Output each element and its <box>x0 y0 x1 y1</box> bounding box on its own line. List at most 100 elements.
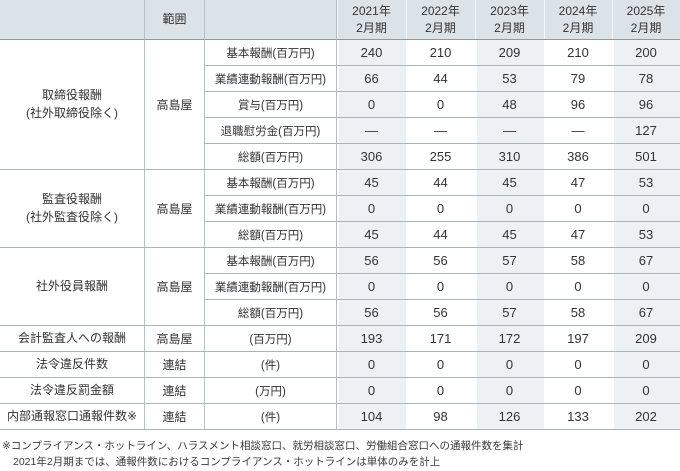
value-cell: 58 <box>544 248 612 274</box>
category-directors-compensation: 取締役報酬 (社外取締役除く) <box>0 40 145 170</box>
item-label: (万円) <box>205 378 337 404</box>
value-cell: 45 <box>475 222 544 248</box>
table-row: 業績連動報酬(百万円) 0 0 0 0 0 <box>0 274 680 300</box>
value-cell: 202 <box>612 404 680 430</box>
value-cell: 255 <box>406 144 475 170</box>
value-cell: 310 <box>475 144 544 170</box>
table-row: 法令違反件数 連結 (件) 0 0 0 0 0 <box>0 352 680 378</box>
scope-cell: 連結 <box>145 352 205 378</box>
value-cell: 67 <box>612 248 680 274</box>
item-label: 基本報酬(百万円) <box>205 248 337 274</box>
table-row: 総額(百万円) 56 56 57 58 67 <box>0 300 680 326</box>
table-row: 総額(百万円) 45 44 45 47 53 <box>0 222 680 248</box>
value-cell: 501 <box>612 144 680 170</box>
category-legal-violations-count: 法令違反件数 <box>0 352 145 378</box>
table-row: 退職慰労金(百万円) — — — — 127 <box>0 118 680 144</box>
category-legal-violation-fines: 法令違反罰金額 <box>0 378 145 404</box>
item-label: 基本報酬(百万円) <box>205 40 337 66</box>
value-cell: 0 <box>337 92 406 118</box>
header-year-2023: 2023年 2月期 <box>475 0 544 40</box>
footnote-line-2: 2021年2月期までは、通報件数におけるコンプライアンス・ホットラインは単体のみ… <box>13 456 441 469</box>
value-cell: 0 <box>406 378 475 404</box>
value-cell: 0 <box>612 378 680 404</box>
value-cell: 0 <box>475 378 544 404</box>
table-row: 内部通報窓口通報件数※ 連結 (件) 104 98 126 133 202 <box>0 404 680 430</box>
value-cell: 0 <box>337 378 406 404</box>
value-cell: 171 <box>406 326 475 352</box>
value-cell: 47 <box>544 222 612 248</box>
table-row: 取締役報酬 (社外取締役除く) 高島屋 基本報酬(百万円) 240 210 20… <box>0 40 680 170</box>
header-year-2021: 2021年 2月期 <box>337 0 406 40</box>
value-cell: 53 <box>475 66 544 92</box>
header-year-2022: 2022年 2月期 <box>406 0 475 40</box>
value-cell: 104 <box>337 404 406 430</box>
value-cell: 96 <box>544 92 612 118</box>
value-cell: 48 <box>475 92 544 118</box>
item-label: 賞与(百万円) <box>205 92 337 118</box>
table-row: 業績連動報酬(百万円) 66 44 53 79 78 <box>0 66 680 92</box>
category-outside-officers-compensation: 社外役員報酬 <box>0 248 145 326</box>
scope-cell: 連結 <box>145 378 205 404</box>
value-cell: — <box>406 118 475 144</box>
table-row: 法令違反罰金額 連結 (万円) 0 0 0 0 0 <box>0 378 680 404</box>
scope-cell: 高島屋 <box>145 326 205 352</box>
header-scope: 範囲 <box>145 0 205 40</box>
value-cell: 0 <box>406 92 475 118</box>
value-cell: 57 <box>475 300 544 326</box>
value-cell: 78 <box>612 66 680 92</box>
value-cell: 210 <box>544 40 612 66</box>
value-cell: 0 <box>475 274 544 300</box>
value-cell: 96 <box>612 92 680 118</box>
item-label: 退職慰労金(百万円) <box>205 118 337 144</box>
value-cell: 0 <box>544 352 612 378</box>
scope-cell: 高島屋 <box>145 40 205 170</box>
value-cell: 66 <box>337 66 406 92</box>
value-cell: 0 <box>406 352 475 378</box>
value-cell: — <box>475 118 544 144</box>
value-cell: 209 <box>612 326 680 352</box>
scope-cell: 高島屋 <box>145 170 205 248</box>
value-cell: 57 <box>475 248 544 274</box>
table-row: 社外役員報酬 高島屋 基本報酬(百万円) 56 56 57 58 67 <box>0 248 680 326</box>
item-label: (件) <box>205 404 337 430</box>
value-cell: — <box>544 118 612 144</box>
value-cell: 126 <box>475 404 544 430</box>
header-item-blank <box>205 0 337 40</box>
value-cell: 172 <box>475 326 544 352</box>
value-cell: 67 <box>612 300 680 326</box>
table-row: 監査役報酬 (社外監査役除く) 高島屋 基本報酬(百万円) 45 44 45 4… <box>0 170 680 248</box>
value-cell: 44 <box>406 170 475 196</box>
value-cell: 386 <box>544 144 612 170</box>
value-cell: 79 <box>544 66 612 92</box>
value-cell: 193 <box>337 326 406 352</box>
value-cell: 58 <box>544 300 612 326</box>
value-cell: 210 <box>406 40 475 66</box>
value-cell: 209 <box>475 40 544 66</box>
table-row: 賞与(百万円) 0 0 48 96 96 <box>0 92 680 118</box>
value-cell: 0 <box>544 378 612 404</box>
value-cell: 44 <box>406 66 475 92</box>
value-cell: 127 <box>612 118 680 144</box>
value-cell: 306 <box>337 144 406 170</box>
category-whistleblowing-reports: 内部通報窓口通報件数※ <box>0 404 145 430</box>
value-cell: 0 <box>337 274 406 300</box>
value-cell: 53 <box>612 170 680 196</box>
header-row: 範囲 2021年 2月期 2022年 2月期 2023年 2月期 2024年 2… <box>0 0 680 40</box>
item-label: 業績連動報酬(百万円) <box>205 274 337 300</box>
table-row: 業績連動報酬(百万円) 0 0 0 0 0 <box>0 196 680 222</box>
value-cell: 0 <box>406 274 475 300</box>
header-category-blank <box>0 0 145 40</box>
value-cell: 56 <box>406 300 475 326</box>
value-cell: 45 <box>337 170 406 196</box>
table-row: 総額(百万円) 306 255 310 386 501 <box>0 144 680 170</box>
item-label: 総額(百万円) <box>205 222 337 248</box>
value-cell: 133 <box>544 404 612 430</box>
value-cell: — <box>337 118 406 144</box>
value-cell: 0 <box>406 196 475 222</box>
value-cell: 56 <box>406 248 475 274</box>
item-label: 業績連動報酬(百万円) <box>205 66 337 92</box>
value-cell: 0 <box>475 352 544 378</box>
item-label: 総額(百万円) <box>205 300 337 326</box>
value-cell: 0 <box>612 196 680 222</box>
value-cell: 45 <box>337 222 406 248</box>
